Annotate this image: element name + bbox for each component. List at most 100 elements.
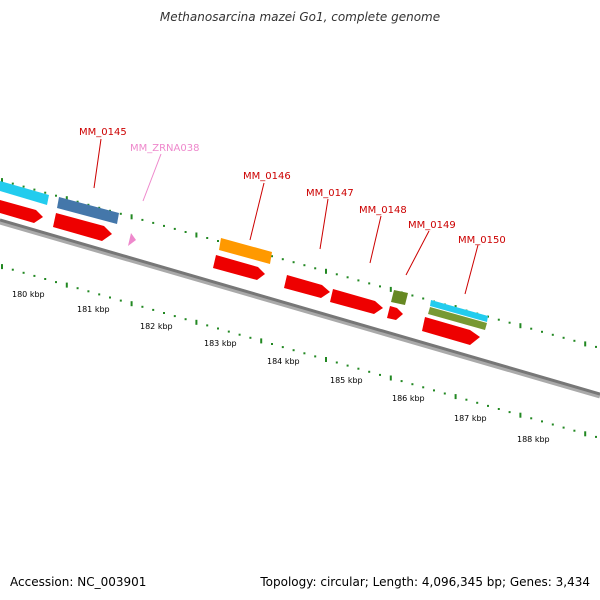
minor-tick xyxy=(87,203,90,206)
minor-tick xyxy=(476,401,479,404)
minor-tick xyxy=(314,267,317,270)
inner-tick-track xyxy=(1,264,597,438)
minor-tick xyxy=(508,321,511,324)
minor-tick xyxy=(573,429,576,432)
minor-tick xyxy=(573,339,576,342)
minor-tick xyxy=(411,383,414,386)
major-tick xyxy=(260,338,263,344)
minor-tick xyxy=(335,361,338,364)
major-tick xyxy=(130,301,133,307)
gene-label-mm0147: MM_0147 xyxy=(306,188,354,199)
minor-tick xyxy=(422,386,425,389)
gene-label-mm-zrna038: MM_ZRNA038 xyxy=(130,143,199,154)
leader-mm0146 xyxy=(249,182,265,241)
leader-mm0147 xyxy=(319,198,329,250)
minor-tick xyxy=(433,389,435,392)
minor-tick xyxy=(551,333,554,336)
minor-tick xyxy=(184,318,187,321)
minor-tick xyxy=(368,282,371,285)
gene-label-mm0149: MM_0149 xyxy=(408,220,456,231)
olive-box-mm0149 xyxy=(391,290,408,305)
minor-tick xyxy=(314,355,317,358)
major-tick xyxy=(325,357,327,362)
cds-arrow-mm0146 xyxy=(213,255,265,280)
minor-tick xyxy=(595,435,597,438)
minor-tick xyxy=(335,273,338,276)
accession-text: Accession: NC_003901 xyxy=(10,575,147,589)
minor-tick xyxy=(87,290,90,293)
minor-tick xyxy=(173,227,176,230)
kbp-label: 183 kbp xyxy=(204,339,237,348)
minor-tick xyxy=(281,258,284,261)
kbp-label: 180 kbp xyxy=(12,290,45,299)
major-tick xyxy=(454,394,457,400)
cds-arrow-mm0148 xyxy=(330,289,383,314)
minor-tick xyxy=(98,293,101,296)
topology-text: Topology: circular; Length: 4,096,345 bp… xyxy=(260,575,590,589)
steel-bar-mm0145 xyxy=(57,197,119,224)
minor-tick xyxy=(119,212,122,215)
leader-mm0149 xyxy=(405,230,430,276)
minor-tick xyxy=(11,182,14,185)
minor-tick xyxy=(562,336,565,339)
minor-tick xyxy=(497,408,500,410)
orange-bar-mm0146 xyxy=(219,238,272,264)
major-tick xyxy=(195,232,198,238)
major-tick xyxy=(584,431,587,437)
minor-tick xyxy=(411,294,414,297)
minor-tick xyxy=(55,281,57,284)
genome-backbone xyxy=(0,218,600,396)
minor-tick xyxy=(271,343,273,345)
minor-tick xyxy=(281,346,284,349)
major-tick xyxy=(389,375,392,381)
minor-tick xyxy=(465,398,468,401)
kbp-scale-labels: 180 kbp 181 kbp 182 kbp 183 kbp 184 kbp … xyxy=(12,290,550,444)
leader-mm-zrna038 xyxy=(142,153,162,202)
major-tick xyxy=(584,341,587,347)
kbp-label: 181 kbp xyxy=(77,305,110,314)
minor-tick xyxy=(357,367,360,370)
gene-label-mm0150: MM_0150 xyxy=(458,235,506,246)
minor-tick xyxy=(109,296,111,299)
minor-tick xyxy=(346,276,349,279)
major-tick xyxy=(519,323,522,329)
kbp-label: 185 kbp xyxy=(330,376,363,385)
kbp-label: 182 kbp xyxy=(140,322,173,331)
minor-tick xyxy=(562,426,565,429)
cds-arrow-mm0150 xyxy=(422,317,480,345)
cds-arrow-1 xyxy=(0,200,43,223)
minor-tick xyxy=(11,268,14,271)
major-tick xyxy=(1,178,3,184)
minor-tick xyxy=(163,224,165,227)
major-tick xyxy=(389,286,392,292)
cds-arrow-mm0147 xyxy=(284,275,330,298)
leader-mm0150 xyxy=(464,244,479,295)
olive-bar-mm0150 xyxy=(428,307,487,330)
minor-tick xyxy=(379,373,381,376)
minor-tick xyxy=(530,327,533,330)
minor-tick xyxy=(487,315,489,318)
minor-tick xyxy=(487,404,489,407)
major-tick xyxy=(519,412,522,418)
minor-tick xyxy=(249,336,252,339)
gene-labels: MM_0145 MM_ZRNA038 MM_0146 MM_0147 MM_01… xyxy=(79,127,506,246)
cds-arrow-mm0149 xyxy=(387,306,403,320)
minor-tick xyxy=(400,380,403,383)
minor-tick xyxy=(303,264,306,267)
gene-label-mm0146: MM_0146 xyxy=(243,171,291,182)
minor-tick xyxy=(173,315,176,318)
minor-tick xyxy=(44,191,47,194)
minor-tick xyxy=(141,305,144,308)
minor-tick xyxy=(443,392,446,395)
minor-tick xyxy=(227,330,230,333)
minor-tick xyxy=(346,364,349,367)
major-tick xyxy=(195,319,198,325)
minor-tick xyxy=(368,370,371,373)
cyan-bar-left xyxy=(0,181,49,205)
minor-tick xyxy=(292,349,295,352)
minor-tick xyxy=(357,279,360,282)
minor-tick xyxy=(141,218,144,221)
major-tick xyxy=(1,264,3,270)
minor-tick xyxy=(76,287,79,290)
minor-tick xyxy=(163,312,165,314)
